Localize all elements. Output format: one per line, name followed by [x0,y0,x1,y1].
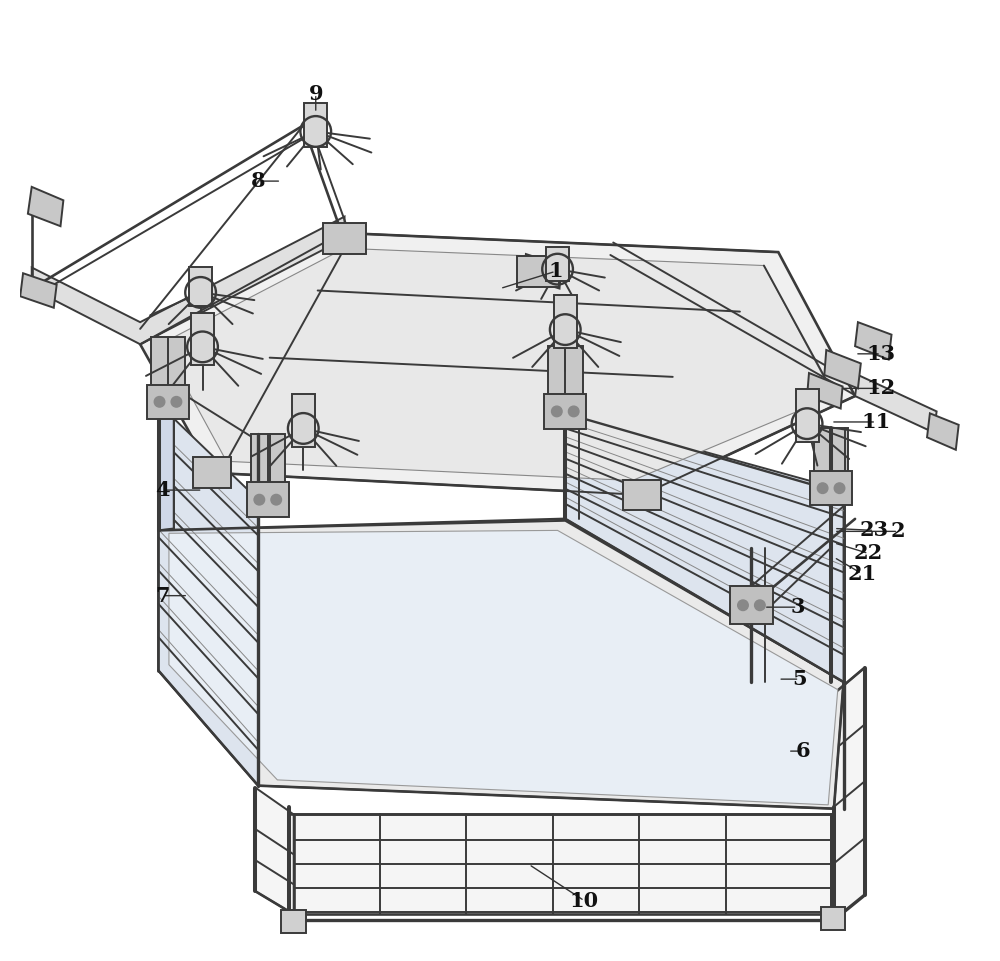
Polygon shape [247,482,289,517]
Text: 21: 21 [847,563,876,583]
Text: 23: 23 [860,521,889,540]
Polygon shape [554,295,577,348]
Text: 4: 4 [155,480,170,500]
Polygon shape [255,788,294,914]
Polygon shape [796,389,819,442]
Polygon shape [623,480,661,510]
Polygon shape [140,233,855,495]
Polygon shape [158,402,174,530]
Text: 22: 22 [854,543,883,563]
Polygon shape [548,346,583,413]
Text: 9: 9 [308,84,323,104]
Polygon shape [855,322,892,359]
Circle shape [817,482,828,493]
Polygon shape [158,521,844,809]
Polygon shape [162,248,834,480]
Text: 7: 7 [155,585,169,605]
Polygon shape [927,413,959,450]
Polygon shape [821,906,845,929]
Polygon shape [193,457,231,488]
Polygon shape [544,394,586,429]
Circle shape [738,600,748,610]
Text: 8: 8 [251,171,265,191]
Circle shape [271,494,281,505]
Polygon shape [28,186,63,226]
Circle shape [552,407,562,417]
Polygon shape [546,247,569,281]
Text: 10: 10 [570,891,599,911]
Polygon shape [834,668,865,920]
Polygon shape [807,373,843,408]
Polygon shape [814,428,848,490]
Text: 11: 11 [862,412,891,431]
Text: 1: 1 [548,261,563,282]
Polygon shape [292,394,315,447]
Polygon shape [855,375,937,432]
Polygon shape [517,256,559,286]
Polygon shape [730,586,773,625]
Text: 12: 12 [866,379,896,399]
Polygon shape [251,434,285,502]
Text: 13: 13 [866,344,896,364]
Polygon shape [191,312,214,365]
Polygon shape [20,273,57,308]
Text: 5: 5 [792,669,807,689]
Text: 3: 3 [790,597,805,617]
Circle shape [834,482,845,493]
Polygon shape [323,223,366,254]
Polygon shape [304,104,327,147]
Text: 6: 6 [796,741,811,761]
Polygon shape [281,910,306,933]
Polygon shape [189,267,212,306]
Polygon shape [147,384,189,419]
Text: 2: 2 [891,522,906,541]
Circle shape [755,600,765,610]
Circle shape [254,494,265,505]
Polygon shape [32,216,345,344]
Polygon shape [151,336,185,404]
Polygon shape [824,350,861,388]
Circle shape [568,407,579,417]
Polygon shape [158,404,258,786]
Polygon shape [565,413,844,682]
Circle shape [154,397,165,407]
Circle shape [171,397,182,407]
Polygon shape [810,471,852,505]
Polygon shape [294,814,831,914]
Polygon shape [169,530,838,805]
Polygon shape [524,254,561,288]
